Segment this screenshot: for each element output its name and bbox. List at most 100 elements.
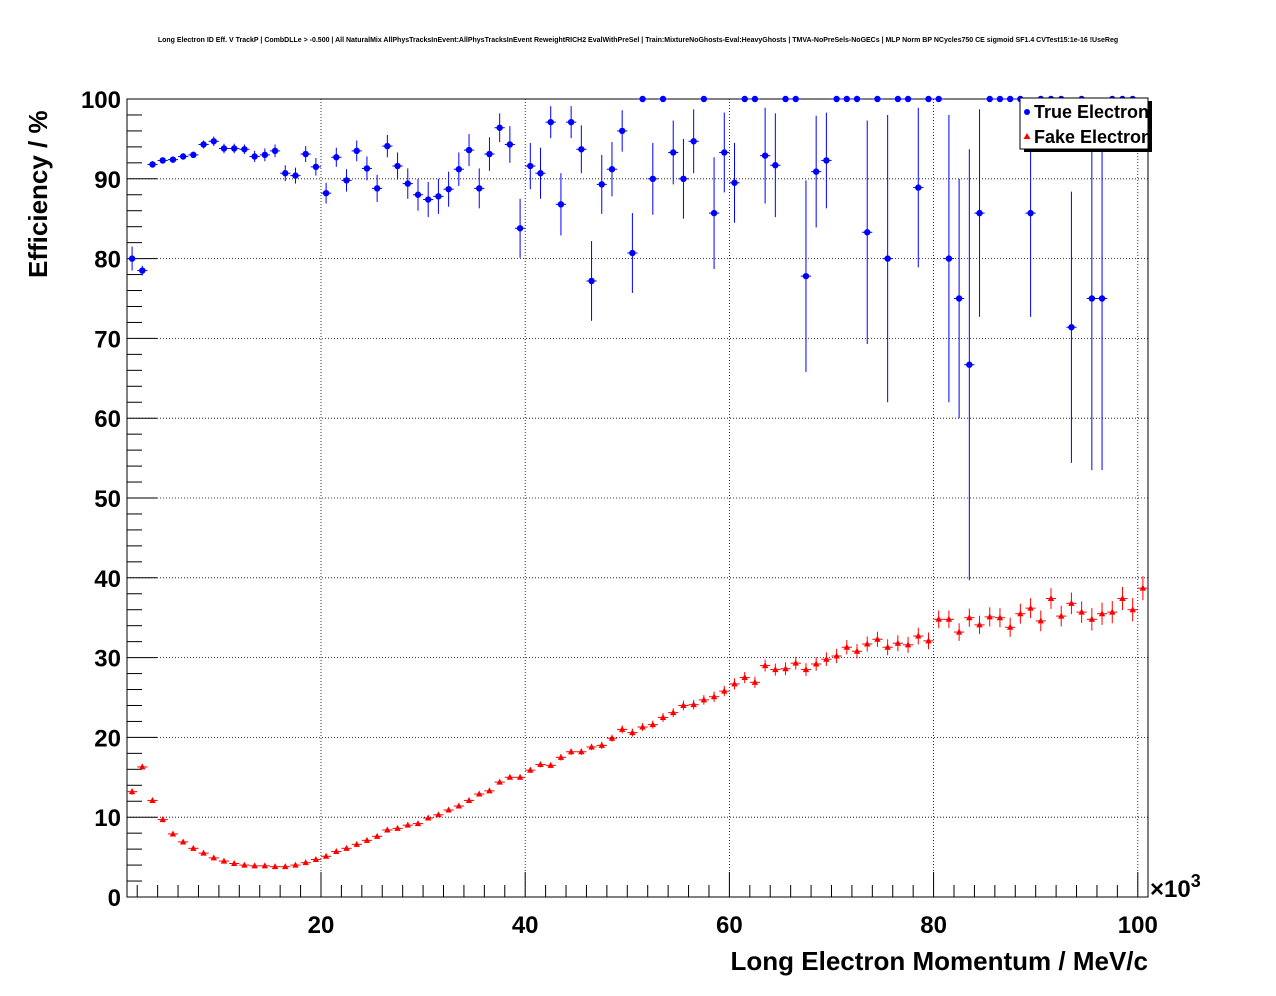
data-point bbox=[1068, 324, 1075, 331]
data-point bbox=[1068, 599, 1075, 606]
data-point bbox=[210, 854, 217, 861]
data-point bbox=[608, 734, 616, 741]
y-tick-label: 90 bbox=[94, 167, 121, 194]
data-point bbox=[200, 849, 207, 856]
y-tick-label: 100 bbox=[81, 87, 121, 114]
data-point bbox=[445, 806, 452, 813]
data-point bbox=[904, 95, 912, 103]
data-point bbox=[639, 95, 646, 103]
data-point bbox=[322, 852, 330, 859]
data-point bbox=[782, 95, 789, 103]
data-point bbox=[179, 153, 187, 160]
data-point bbox=[996, 614, 1004, 621]
data-point bbox=[884, 255, 891, 262]
data-point bbox=[476, 790, 483, 797]
data-point bbox=[1006, 623, 1014, 630]
data-point bbox=[915, 632, 922, 639]
data-point bbox=[976, 209, 983, 217]
data-point bbox=[261, 151, 269, 159]
x-multiplier-base: ×10 bbox=[1150, 876, 1191, 903]
data-point bbox=[312, 855, 320, 862]
data-point bbox=[659, 713, 667, 720]
data-point bbox=[864, 229, 871, 236]
data-point bbox=[761, 152, 769, 159]
data-point bbox=[506, 773, 514, 780]
data-point bbox=[373, 185, 381, 192]
data-point bbox=[516, 773, 524, 780]
data-point bbox=[741, 95, 748, 103]
data-point bbox=[578, 748, 585, 755]
legend-label-true-electron: True Electron bbox=[1034, 102, 1149, 122]
data-point bbox=[823, 157, 830, 164]
axis-ticks bbox=[127, 98, 1139, 898]
data-point bbox=[629, 729, 636, 736]
data-point bbox=[455, 802, 463, 809]
data-point bbox=[1088, 615, 1096, 622]
data-point bbox=[567, 748, 575, 755]
data-point bbox=[955, 628, 963, 635]
data-point bbox=[721, 149, 728, 156]
x-axis-multiplier: ×103 bbox=[1150, 871, 1201, 903]
data-point bbox=[792, 95, 799, 103]
data-point bbox=[1078, 608, 1085, 615]
data-point bbox=[670, 149, 677, 156]
data-point bbox=[1109, 608, 1116, 615]
data-point bbox=[1139, 584, 1147, 591]
data-point bbox=[159, 157, 166, 164]
data-point bbox=[700, 95, 708, 103]
data-point bbox=[659, 95, 667, 103]
data-point bbox=[414, 820, 422, 827]
data-point bbox=[292, 861, 299, 868]
data-point bbox=[700, 696, 708, 703]
data-point bbox=[864, 640, 871, 647]
data-point bbox=[578, 146, 585, 153]
data-point bbox=[1088, 295, 1096, 302]
data-point bbox=[557, 753, 565, 760]
y-tick-label: 50 bbox=[94, 486, 121, 513]
data-point bbox=[884, 643, 891, 650]
data-point bbox=[721, 687, 728, 694]
data-point bbox=[680, 701, 687, 708]
data-point bbox=[139, 267, 146, 274]
data-point bbox=[486, 150, 493, 158]
data-point bbox=[598, 181, 605, 188]
data-point bbox=[302, 859, 309, 866]
data-point bbox=[231, 145, 238, 152]
data-point bbox=[292, 172, 299, 179]
series-fake-electron bbox=[127, 576, 1148, 870]
data-point bbox=[282, 863, 289, 870]
data-point bbox=[874, 95, 881, 103]
data-point bbox=[169, 830, 177, 837]
y-tick-label: 20 bbox=[94, 725, 121, 752]
data-point bbox=[618, 127, 626, 135]
data-point bbox=[200, 141, 207, 148]
data-point bbox=[139, 763, 146, 770]
chart-title: Long Electron ID Eff. V TrackP | CombDLL… bbox=[158, 37, 1118, 44]
series-true-electron bbox=[127, 95, 1138, 581]
data-point bbox=[598, 741, 605, 748]
data-point bbox=[853, 647, 861, 654]
data-point bbox=[874, 635, 881, 642]
data-point bbox=[149, 161, 156, 168]
data-point bbox=[527, 162, 534, 170]
data-point bbox=[363, 836, 371, 843]
data-point bbox=[1119, 595, 1126, 602]
data-point bbox=[465, 796, 473, 803]
y-tick-label: 40 bbox=[94, 566, 121, 593]
data-point bbox=[353, 840, 360, 847]
data-point bbox=[741, 674, 748, 681]
data-point bbox=[833, 652, 840, 659]
x-tick-label: 20 bbox=[308, 912, 335, 939]
data-point bbox=[996, 95, 1004, 103]
data-point bbox=[608, 166, 616, 173]
data-point bbox=[343, 177, 350, 184]
data-point bbox=[516, 225, 524, 232]
data-point bbox=[322, 189, 330, 197]
data-point bbox=[945, 615, 953, 622]
data-point bbox=[833, 95, 840, 103]
data-point bbox=[210, 138, 217, 145]
data-point bbox=[537, 170, 544, 177]
x-tick-label: 80 bbox=[920, 912, 947, 939]
data-point bbox=[282, 170, 289, 177]
